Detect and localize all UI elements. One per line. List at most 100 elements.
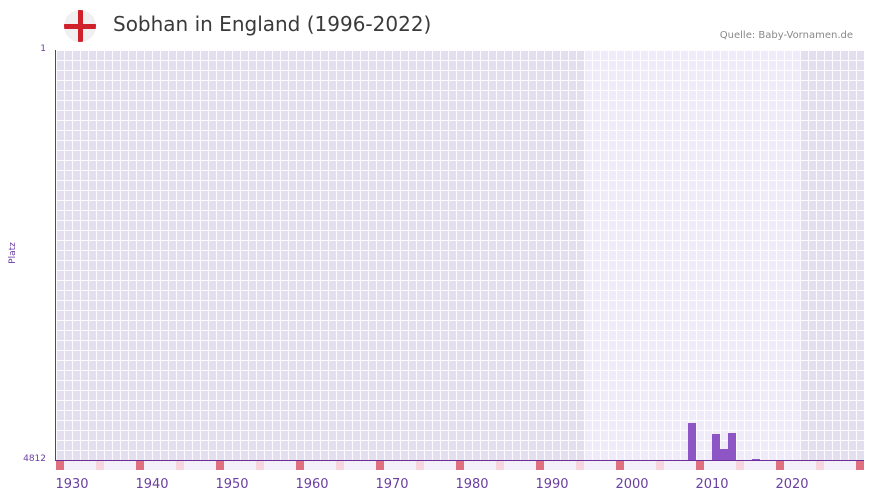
- year-marker: [744, 461, 752, 470]
- year-marker: [712, 461, 720, 470]
- year-marker: [840, 461, 848, 470]
- year-marker: [416, 461, 424, 470]
- year-marker: [472, 461, 480, 470]
- year-marker: [384, 461, 392, 470]
- year-marker: [144, 461, 152, 470]
- bar-2012[interactable]: [712, 433, 720, 460]
- year-marker: [208, 461, 216, 470]
- year-marker: [456, 461, 464, 470]
- x-tick-label: 1980: [455, 477, 489, 492]
- year-marker: [432, 461, 440, 470]
- year-marker: [376, 461, 384, 470]
- year-marker: [368, 461, 376, 470]
- year-marker: [856, 461, 864, 470]
- chart-title: Sobhan in England (1996-2022): [113, 12, 432, 36]
- year-marker: [440, 461, 448, 470]
- year-marker: [280, 461, 288, 470]
- year-marker: [360, 461, 368, 470]
- year-marker: [328, 461, 336, 470]
- year-marker: [784, 461, 792, 470]
- year-marker: [392, 461, 400, 470]
- year-marker: [56, 461, 64, 470]
- year-marker: [600, 461, 608, 470]
- year-marker: [528, 461, 536, 470]
- year-marker: [632, 461, 640, 470]
- year-marker: [824, 461, 832, 470]
- year-marker: [816, 461, 824, 470]
- year-marker: [552, 461, 560, 470]
- year-marker: [728, 461, 736, 470]
- year-marker: [536, 461, 544, 470]
- year-marker: [288, 461, 296, 470]
- year-marker: [520, 461, 528, 470]
- x-tick-label: 1930: [55, 477, 89, 492]
- year-marker: [568, 461, 576, 470]
- year-marker: [448, 461, 456, 470]
- year-marker: [704, 461, 712, 470]
- bar-2009[interactable]: [688, 423, 696, 460]
- year-marker: [240, 461, 248, 470]
- year-marker: [608, 461, 616, 470]
- source-link[interactable]: Quelle: Baby-Vornamen.de: [719, 30, 853, 41]
- plot-area: [56, 50, 864, 460]
- year-marker: [424, 461, 432, 470]
- year-marker: [112, 461, 120, 470]
- grid: [56, 50, 864, 460]
- year-marker: [96, 461, 104, 470]
- year-marker: [272, 461, 280, 470]
- year-marker: [792, 461, 800, 470]
- x-tick-label: 2000: [615, 477, 649, 492]
- x-tick-label: 1990: [535, 477, 569, 492]
- year-marker: [256, 461, 264, 470]
- year-marker: [200, 461, 208, 470]
- year-marker: [224, 461, 232, 470]
- year-marker: [664, 461, 672, 470]
- year-marker: [592, 461, 600, 470]
- year-marker: [832, 461, 840, 470]
- year-marker: [136, 461, 144, 470]
- year-marker: [184, 461, 192, 470]
- year-marker: [344, 461, 352, 470]
- year-marker: [304, 461, 312, 470]
- x-tick-label: 2010: [695, 477, 729, 492]
- year-marker: [720, 461, 728, 470]
- x-tick-label: 1950: [215, 477, 249, 492]
- year-marker: [688, 461, 696, 470]
- bar-2014[interactable]: [728, 432, 736, 460]
- y-tick-bottom: 4812: [23, 454, 46, 464]
- bar-2017[interactable]: [752, 458, 760, 460]
- year-marker: [696, 461, 704, 470]
- year-marker: [320, 461, 328, 470]
- year-marker: [752, 461, 760, 470]
- year-marker: [104, 461, 112, 470]
- year-marker: [800, 461, 808, 470]
- year-marker: [192, 461, 200, 470]
- y-tick-top: 1: [40, 44, 46, 54]
- year-marker: [848, 461, 856, 470]
- year-marker: [400, 461, 408, 470]
- year-marker: [560, 461, 568, 470]
- year-marker: [672, 461, 680, 470]
- year-marker: [232, 461, 240, 470]
- year-marker: [776, 461, 784, 470]
- year-marker: [584, 461, 592, 470]
- year-marker: [656, 461, 664, 470]
- year-marker: [128, 461, 136, 470]
- x-tick-label: 1940: [135, 477, 169, 492]
- year-marker: [544, 461, 552, 470]
- year-marker: [216, 461, 224, 470]
- year-marker: [760, 461, 768, 470]
- year-marker: [624, 461, 632, 470]
- year-marker: [264, 461, 272, 470]
- year-marker: [464, 461, 472, 470]
- bar-2013[interactable]: [720, 448, 728, 460]
- year-marker: [736, 461, 744, 470]
- year-marker: [120, 461, 128, 470]
- x-axis: [55, 460, 864, 461]
- year-marker: [616, 461, 624, 470]
- year-marker: [808, 461, 816, 470]
- year-marker: [88, 461, 96, 470]
- year-marker: [648, 461, 656, 470]
- year-marker: [72, 461, 80, 470]
- year-marker: [152, 461, 160, 470]
